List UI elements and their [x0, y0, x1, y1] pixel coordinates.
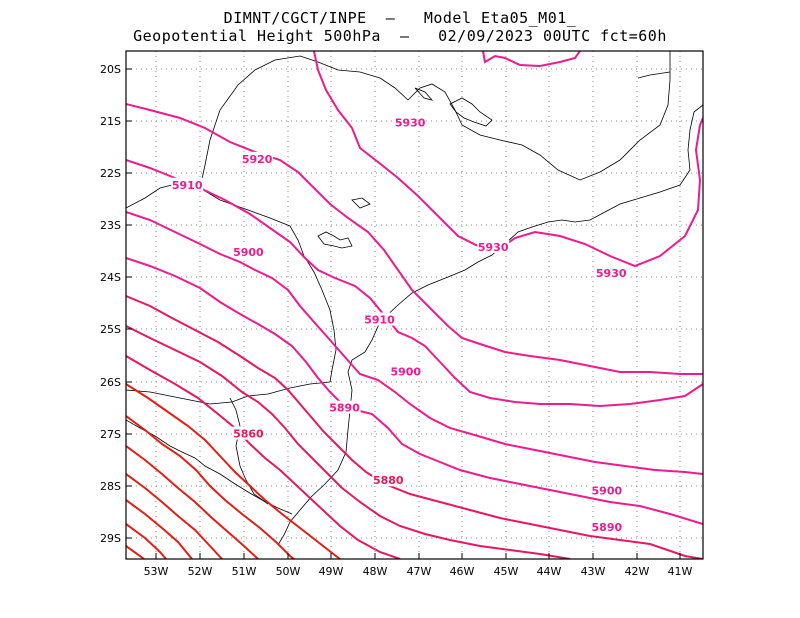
contour-label-background — [171, 177, 204, 191]
contour-label-background — [232, 245, 265, 259]
contour-label: 5930 — [395, 117, 426, 130]
lon-label: 48W — [363, 565, 388, 578]
contour-label-background — [328, 400, 361, 414]
lon-label: 41W — [668, 565, 693, 578]
contour-label-background — [372, 473, 405, 487]
lon-label: 50W — [276, 565, 301, 578]
lat-label: 27S — [100, 428, 121, 441]
contour-label-background — [590, 519, 623, 533]
contour-label-background — [590, 483, 623, 497]
lon-label: 49W — [319, 565, 344, 578]
contour-label: 5900 — [233, 246, 264, 259]
contour-label-background — [241, 151, 274, 165]
latitude-labels: 20S 21S 22S 23S 24S 25S 26S 27S 28S 29S — [100, 63, 121, 545]
lon-label: 44W — [537, 565, 562, 578]
map-title-line1: DIMNT/CGCT/INPE — Model Eta05_M01_ — [223, 9, 577, 27]
contour-label-background — [389, 364, 422, 378]
contour-label: 5930 — [596, 267, 627, 280]
lon-label: 46W — [450, 565, 475, 578]
contour-label-background — [363, 312, 396, 326]
map-title-line2: Geopotential Height 500hPa — 02/09/2023 … — [133, 27, 667, 45]
lat-label: 29S — [100, 532, 121, 545]
lat-label: 22S — [100, 167, 121, 180]
lon-label: 43W — [581, 565, 606, 578]
contour-label: 5900 — [390, 365, 421, 378]
contour-label: 5890 — [592, 521, 623, 534]
contour-label: 5890 — [329, 402, 360, 415]
lon-label: 42W — [625, 565, 650, 578]
lon-label: 53W — [144, 565, 169, 578]
tick-marks — [126, 68, 681, 559]
contour-label: 5920 — [242, 153, 273, 166]
contour-label: 5930 — [478, 241, 509, 254]
contour-labels: 5930 5920 5910 5900 5930 5930 5910 5900 5890 5860… — [171, 115, 628, 534]
contour-label: 5910 — [364, 314, 395, 327]
lat-label: 28S — [100, 480, 121, 493]
longitude-labels: 53W 52W 51W 50W 49W 48W 47W 46W 45W 44W … — [144, 565, 693, 578]
contour-label-background — [477, 239, 510, 253]
lat-label: 24S — [100, 271, 121, 284]
lon-label: 51W — [232, 565, 257, 578]
lon-label: 45W — [494, 565, 519, 578]
lat-label: 21S — [100, 115, 121, 128]
contour-label-background — [394, 115, 427, 129]
lon-label: 52W — [188, 565, 213, 578]
lon-label: 47W — [407, 565, 432, 578]
contour-label-background — [232, 426, 265, 440]
contour-label-background — [595, 265, 628, 279]
lat-label: 25S — [100, 323, 121, 336]
lat-label: 23S — [100, 219, 121, 232]
contour-label: 5860 — [233, 428, 264, 441]
plot-frame — [125, 50, 704, 560]
lat-label: 20S — [100, 63, 121, 76]
contour-label: 5900 — [592, 485, 623, 498]
contour-label: 5880 — [373, 474, 404, 487]
contour-label: 5910 — [172, 179, 203, 192]
lat-label: 26S — [100, 376, 121, 389]
